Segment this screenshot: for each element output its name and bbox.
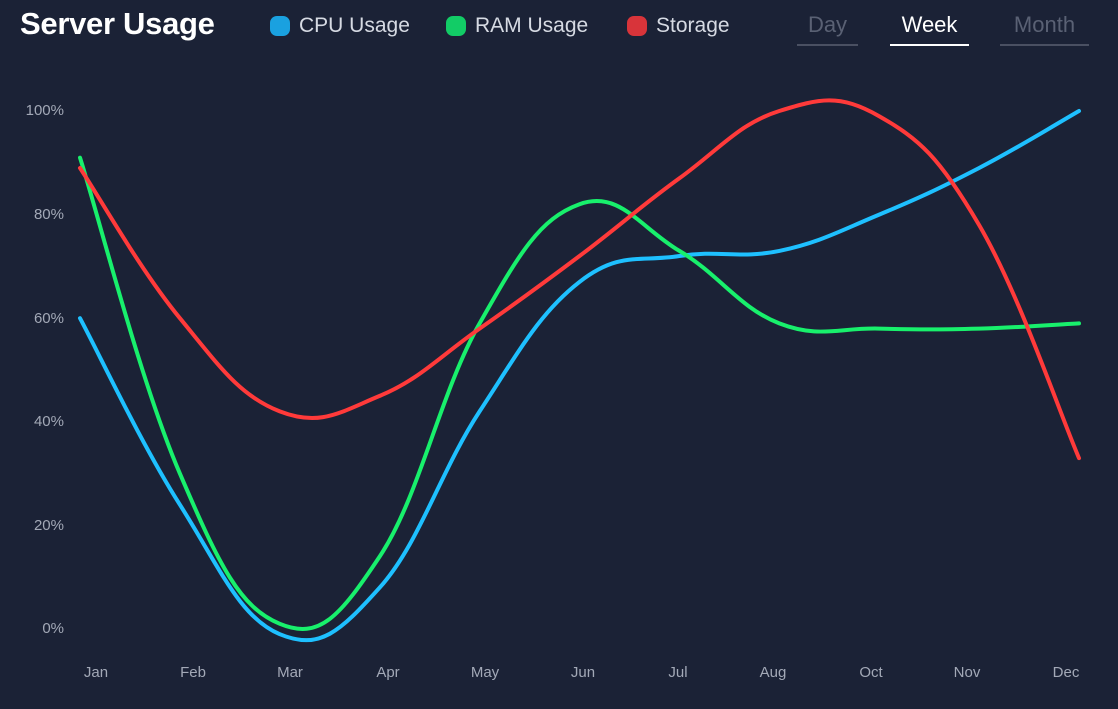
legend-item-cpu[interactable]: CPU Usage: [270, 13, 410, 39]
legend-swatch-cpu: [270, 16, 290, 36]
legend-item-storage[interactable]: Storage: [627, 13, 730, 39]
series-line-ram-usage[interactable]: [78, 155, 1081, 631]
x-tick-label: Dec: [1052, 664, 1080, 681]
x-tick-label: Nov: [953, 664, 981, 681]
x-tick-label: Feb: [180, 664, 206, 681]
y-tick-label: 80%: [33, 206, 64, 223]
y-tick-label: 0%: [42, 620, 64, 637]
x-tick-label: Aug: [759, 664, 787, 681]
y-tick-label: 100%: [25, 102, 64, 119]
chart-header: Server Usage CPU Usage RAM Usage Storage…: [0, 0, 1118, 56]
tab-week[interactable]: Week: [890, 12, 969, 46]
legend-label-cpu: CPU Usage: [299, 14, 410, 37]
x-tick-label: Oct: [859, 664, 883, 681]
series-line-storage[interactable]: [78, 98, 1081, 461]
x-tick-label: Mar: [277, 664, 303, 681]
y-tick-label: 40%: [33, 413, 64, 430]
series-line-cpu-usage[interactable]: [78, 109, 1081, 643]
y-tick-label: 20%: [33, 517, 64, 534]
x-tick-label: Apr: [376, 664, 400, 681]
x-tick-label: Jul: [668, 664, 688, 681]
legend-swatch-ram: [446, 16, 466, 36]
chart-title: Server Usage: [20, 6, 215, 41]
x-tick-label: Jan: [83, 664, 109, 681]
tab-month[interactable]: Month: [1000, 12, 1089, 46]
legend-label-ram: RAM Usage: [475, 14, 589, 37]
x-tick-label: Jun: [570, 664, 596, 681]
legend-swatch-storage: [627, 16, 647, 36]
tab-day[interactable]: Day: [797, 12, 858, 46]
legend-item-ram[interactable]: RAM Usage: [446, 13, 588, 39]
y-tick-label: 60%: [33, 310, 64, 327]
legend-label-storage: Storage: [656, 14, 730, 37]
x-tick-label: May: [470, 664, 500, 681]
